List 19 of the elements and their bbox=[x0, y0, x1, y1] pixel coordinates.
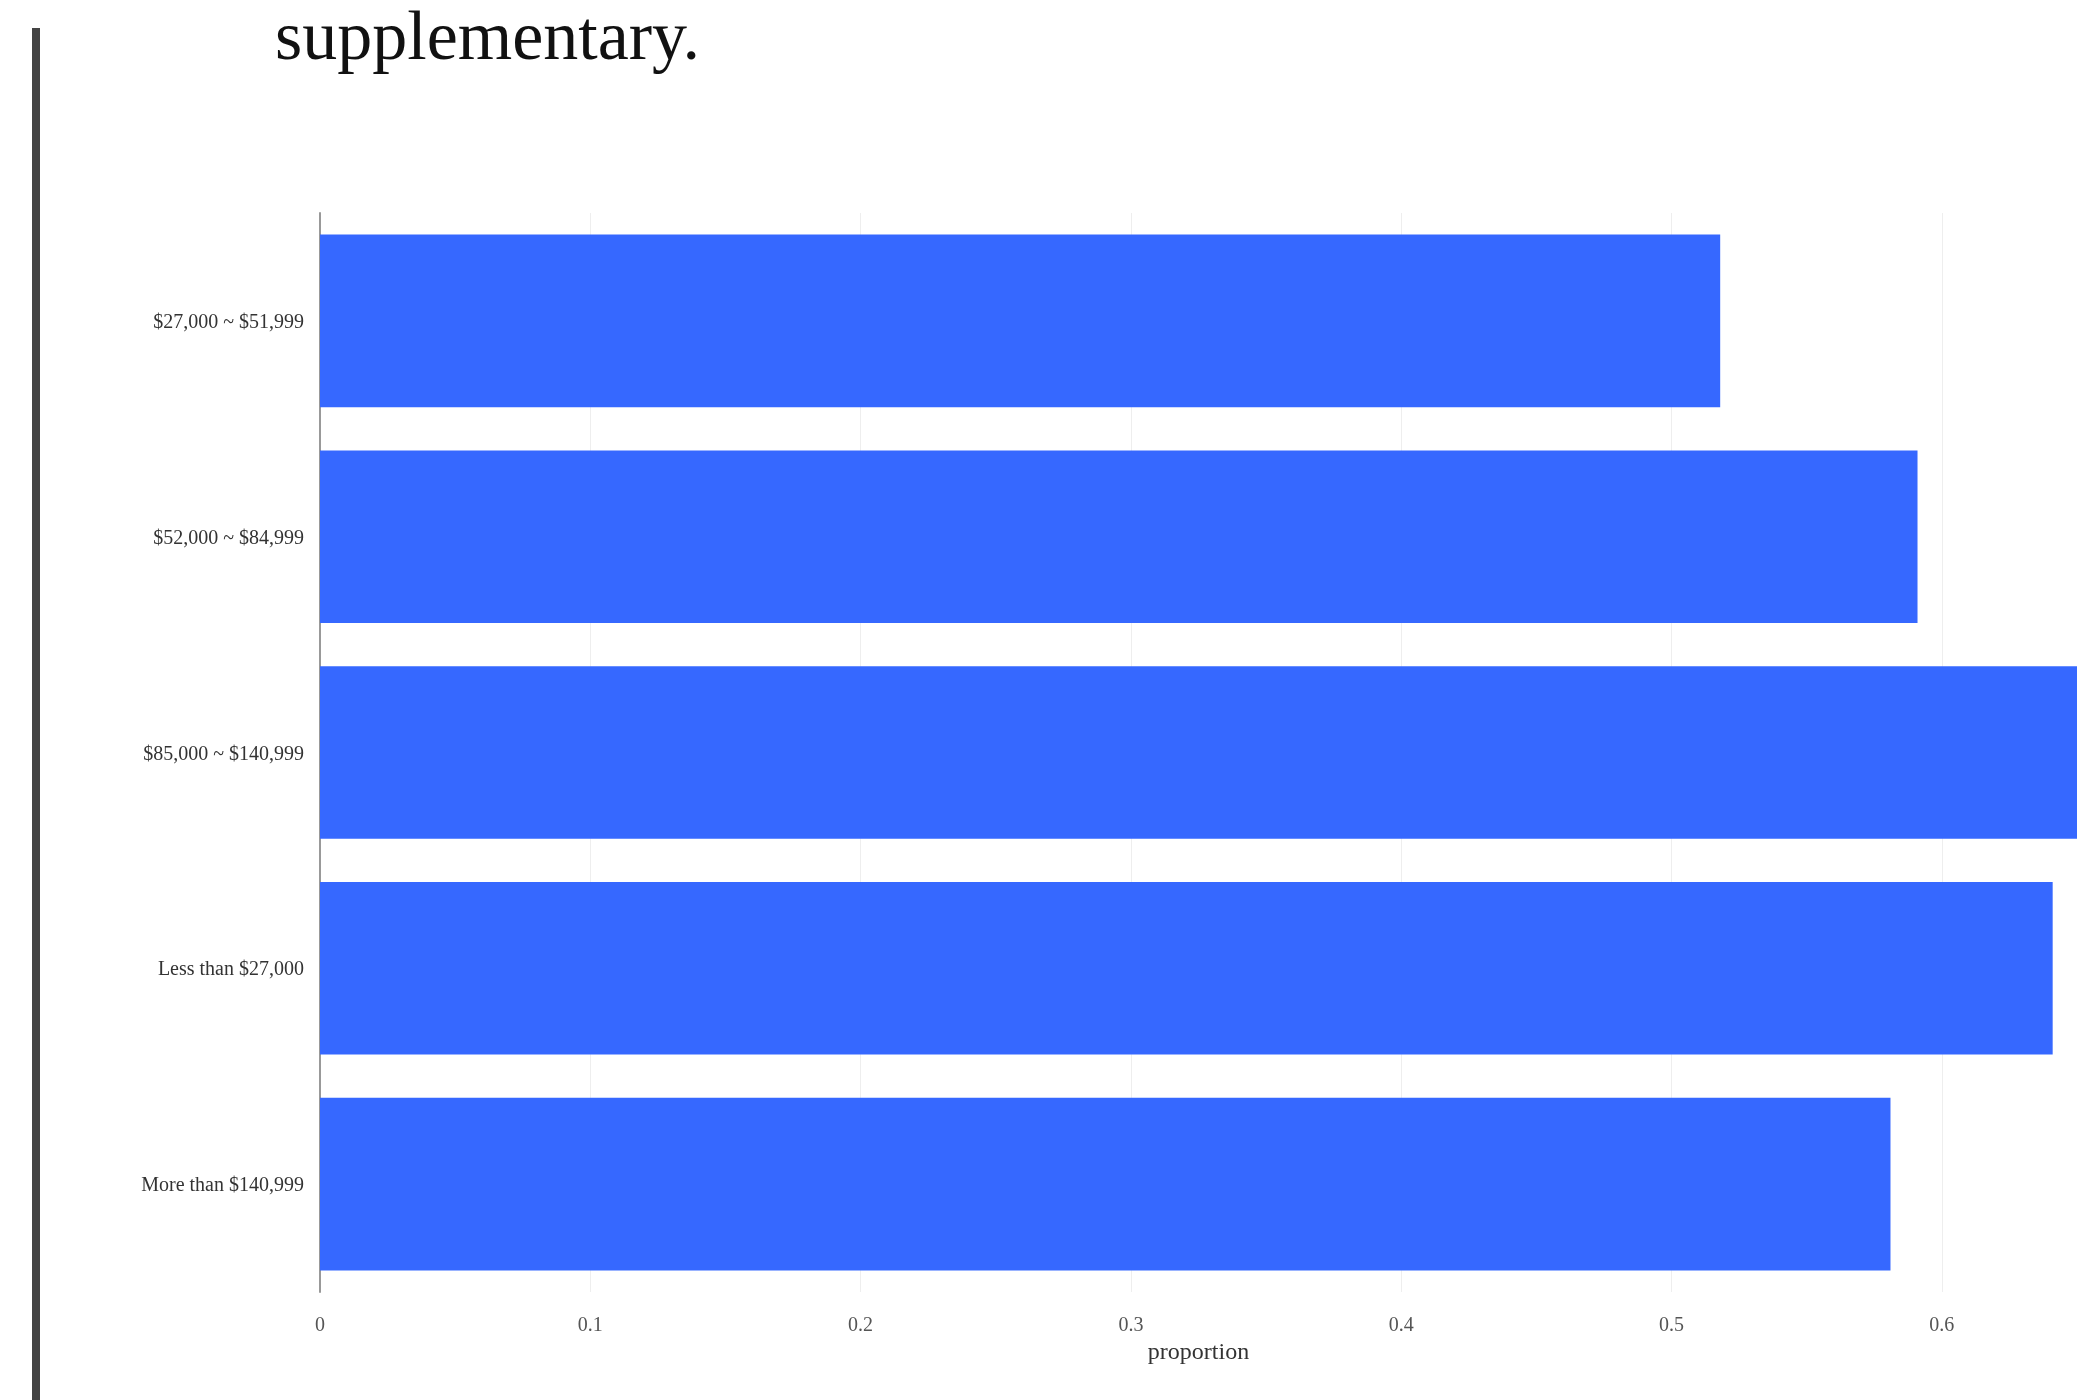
x-tick-label: 0.6 bbox=[1929, 1313, 1955, 1335]
y-tick-label: $85,000 ~ $140,999 bbox=[143, 741, 304, 764]
x-tick-label: 0.4 bbox=[1388, 1313, 1414, 1335]
bar bbox=[320, 881, 2053, 1055]
x-tick-label: 0.1 bbox=[577, 1313, 603, 1335]
y-tick-label: $52,000 ~ $84,999 bbox=[153, 525, 304, 548]
x-tick-label: 0.5 bbox=[1659, 1313, 1685, 1335]
bar bbox=[320, 234, 1721, 408]
x-axis-title: proportion bbox=[1147, 1337, 1250, 1364]
text: supplementary. bbox=[275, 0, 701, 76]
x-tick-label: 0.3 bbox=[1118, 1313, 1144, 1335]
bar bbox=[320, 666, 2077, 839]
y-tick-label: Less than $27,000 bbox=[157, 957, 304, 980]
y-tick-label: $27,000 ~ $51,999 bbox=[153, 309, 304, 332]
y-tick-label: More than $140,999 bbox=[141, 1173, 304, 1196]
bar bbox=[320, 1097, 1891, 1271]
bar bbox=[320, 450, 1918, 624]
x-tick-label: 0 bbox=[315, 1313, 325, 1335]
x-tick-label: 0.2 bbox=[848, 1313, 874, 1335]
